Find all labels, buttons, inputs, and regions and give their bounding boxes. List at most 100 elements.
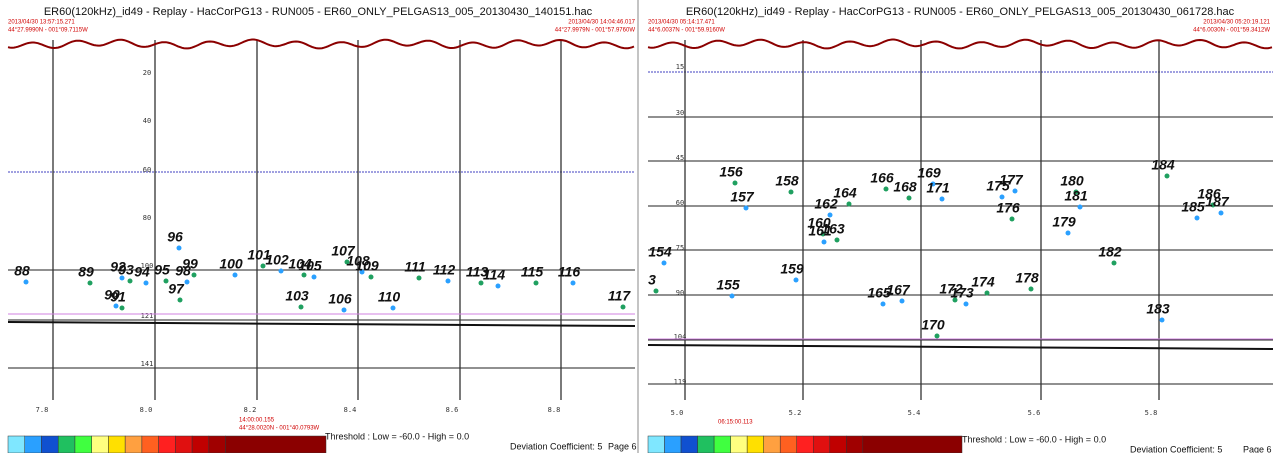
depth-label: 45 [676,154,684,162]
depth-label: 100 [141,262,154,270]
school-echo [1218,210,1224,216]
school-label: 162 [814,196,838,212]
school-echo [445,278,451,284]
school-echo [368,274,374,280]
depth-label: 60 [676,199,684,207]
school-label: 95 [154,262,170,278]
school-echo [880,301,886,307]
school-echo [176,245,182,251]
school-echo [177,297,183,303]
school-label: 97 [168,281,185,297]
school-label: 109 [355,258,379,274]
school-echo [278,268,284,274]
school-label: 173 [950,285,974,301]
depth-label: 90 [676,289,684,297]
school-echo [260,263,266,269]
school-label: 101 [247,247,271,263]
color-scale-step [41,435,59,454]
cursor-time: 06:15:00.113 [718,420,753,426]
school-label: 168 [893,179,917,195]
deviation: Deviation Coefficient: 5 [510,441,602,451]
school-echo [899,298,905,304]
depth-label: 141 [141,360,154,368]
school-label: 159 [780,261,804,277]
school-label: 3 [648,272,656,288]
school-label: 171 [926,180,950,196]
end-time: 2013/04/30 14:04:46.017 [568,20,635,26]
color-scale-step [730,435,748,454]
color-scale-step [746,435,764,454]
school-label: 108 [346,253,370,269]
school-label: 180 [1060,173,1084,189]
school-label: 93 [118,262,134,278]
depth-label: 75 [676,244,684,252]
color-scale-step [713,435,731,454]
school-echo [301,272,307,278]
school-label: 186 [1197,186,1221,202]
cursor-time: 14:00:00.155 [239,418,275,424]
school-label: 183 [1146,301,1170,317]
school-echo [298,304,304,310]
school-label: 185 [1181,199,1205,215]
depth-label: 80 [143,214,151,222]
surface-line [7,38,635,50]
distance-label: 5.6 [1028,409,1041,417]
school-echo [143,280,149,286]
school-echo [934,333,940,339]
school-echo [906,195,912,201]
school-echo [1194,215,1200,221]
color-scale-step [647,435,665,454]
school-label: 111 [404,259,425,275]
page: Page 6 [608,441,637,451]
school-echo [1159,317,1165,323]
school-label: 164 [833,185,857,201]
distance-label: 8.6 [446,406,459,414]
school-echo [821,239,827,245]
title: ER60(120kHz)_id49 - Replay - HacCorPG13 … [686,6,1235,18]
school-label: 114 [483,267,506,283]
color-scale-step [796,435,814,454]
end-time: 2013/04/30 05:20:19.121 [1203,20,1270,26]
depth-label: 104 [674,333,687,341]
school-label: 90 [104,287,120,303]
school-label: 157 [730,189,755,205]
school-echo [732,180,738,186]
start-position: 44°27.9990N - 001°09.7115W [8,28,88,34]
school-echo [119,275,125,281]
distance-label: 8.4 [344,406,357,414]
school-label: 99 [182,256,198,272]
depth-label: 40 [143,117,151,125]
depth-label: 121 [141,312,154,320]
school-echo [653,288,659,294]
color-scale-step [158,435,176,454]
school-echo [743,205,749,211]
school-echo [963,301,969,307]
school-label: 167 [886,282,911,298]
school-label: 154 [648,244,672,260]
deviation: Deviation Coefficient: 5 [1130,444,1222,453]
school-echo [495,283,501,289]
surface-line [647,38,1273,50]
school-label: 181 [1064,188,1088,204]
color-scale-step [7,435,25,454]
school-echo [1073,189,1079,195]
school-echo [952,297,958,303]
school-echo [1012,188,1018,194]
school-label: 160 [807,215,831,231]
color-scale-step [680,435,698,454]
school-label: 106 [328,291,352,307]
school-echo [620,304,626,310]
cursor-position: 44°28.0020N - 001°40.0793W [239,426,320,432]
distance-label: 8.0 [140,406,153,414]
school-echo [661,260,667,266]
school-echo [820,231,826,237]
school-label: 113 [466,264,489,280]
school-label: 105 [298,258,322,274]
school-label: 166 [870,170,894,186]
school-echo [1111,260,1117,266]
school-label: 161 [808,223,832,239]
school-echo [191,272,197,278]
school-echo [344,259,350,265]
distance-label: 7.8 [36,406,49,414]
